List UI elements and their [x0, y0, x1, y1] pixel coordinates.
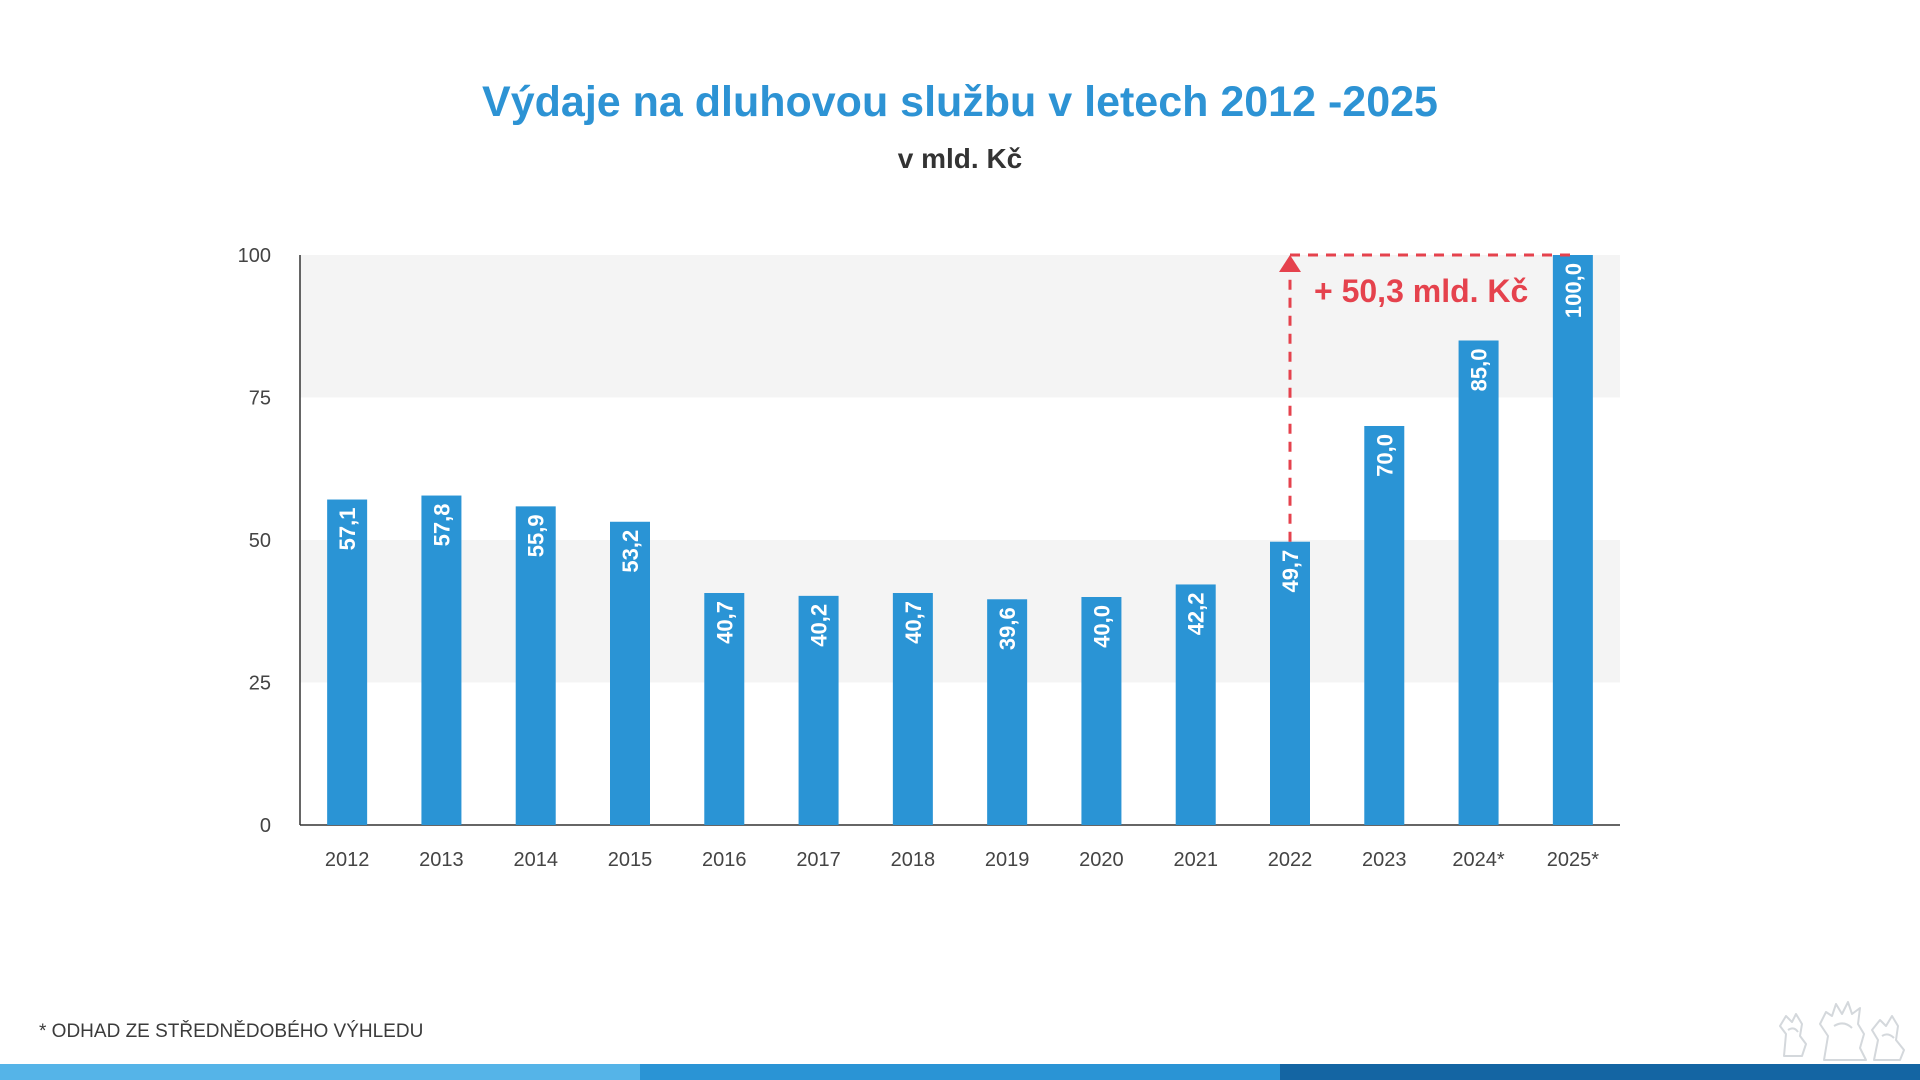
bar [987, 599, 1028, 825]
x-tick-label: 2014 [513, 849, 558, 871]
y-tick-label: 0 [260, 815, 271, 837]
bar-value-label: 100,0 [1561, 263, 1586, 318]
bar-value-label: 57,8 [429, 504, 454, 547]
bar [1175, 584, 1216, 825]
bar-chart: 0 25 50 75 100 2012 57,1 2013 57,8 2014 55,9 2015 53… [238, 245, 1620, 871]
grid-band [300, 540, 1620, 683]
bar-value-label: 40,2 [807, 604, 832, 647]
bar [327, 499, 368, 825]
x-tick-label: 2022 [1268, 849, 1313, 871]
x-tick-label: 2016 [702, 849, 747, 871]
x-tick-label: 2013 [419, 849, 464, 871]
footer-stripe-dark [1280, 1064, 1920, 1080]
x-tick-label: 2019 [985, 849, 1030, 871]
coat-of-arms-lion-icon [1779, 1001, 1905, 1061]
bar [1458, 340, 1499, 825]
x-tick-label: 2021 [1173, 849, 1218, 871]
bar-value-label: 40,0 [1089, 605, 1114, 648]
x-tick-label: 2018 [891, 849, 936, 871]
bar-value-label: 40,7 [712, 601, 737, 644]
y-tick-label: 100 [238, 245, 271, 267]
bar-value-label: 39,6 [995, 607, 1020, 650]
chart-title: Výdaje na dluhovou službu v letech 2012 … [482, 78, 1438, 126]
footer-stripe-mid [640, 1064, 1280, 1080]
bar-value-label: 42,2 [1184, 592, 1209, 635]
bar-value-label: 53,2 [618, 530, 643, 573]
chart-subtitle: v mld. Kč [897, 143, 1023, 174]
x-tick-label: 2024* [1452, 849, 1504, 871]
x-tick-label: 2015 [608, 849, 653, 871]
bar [1270, 541, 1310, 825]
x-tick-label: 2023 [1362, 849, 1407, 871]
x-tick-label: 2025* [1547, 849, 1599, 871]
bar [421, 495, 462, 825]
x-tick-label: 2012 [325, 849, 370, 871]
y-tick-label: 75 [249, 388, 271, 410]
x-tick-label: 2017 [796, 849, 841, 871]
bar-value-label: 70,0 [1372, 434, 1397, 477]
bar-value-label: 57,1 [335, 508, 360, 551]
bar-value-label: 85,0 [1467, 349, 1492, 392]
bar [610, 521, 650, 825]
annotation-arrow-head [1279, 255, 1301, 272]
bar [704, 593, 745, 825]
y-tick-label: 50 [249, 530, 271, 552]
bar [1364, 426, 1405, 825]
bar [798, 595, 839, 825]
bar-value-label: 49,7 [1278, 550, 1303, 593]
footnote: * ODHAD ZE STŘEDNĚDOBÉHO VÝHLEDU [39, 1021, 424, 1042]
y-tick-label: 25 [249, 673, 271, 695]
bar-value-label: 55,9 [524, 514, 549, 557]
x-tick-label: 2020 [1079, 849, 1124, 871]
bar-value-label: 40,7 [901, 601, 926, 644]
bar [1552, 255, 1593, 825]
bar [515, 506, 556, 825]
grid-band [300, 255, 1620, 398]
bar [892, 593, 933, 825]
bar [1081, 597, 1122, 825]
annotation-label: + 50,3 mld. Kč [1314, 273, 1528, 309]
footer-stripe-light [0, 1064, 640, 1080]
